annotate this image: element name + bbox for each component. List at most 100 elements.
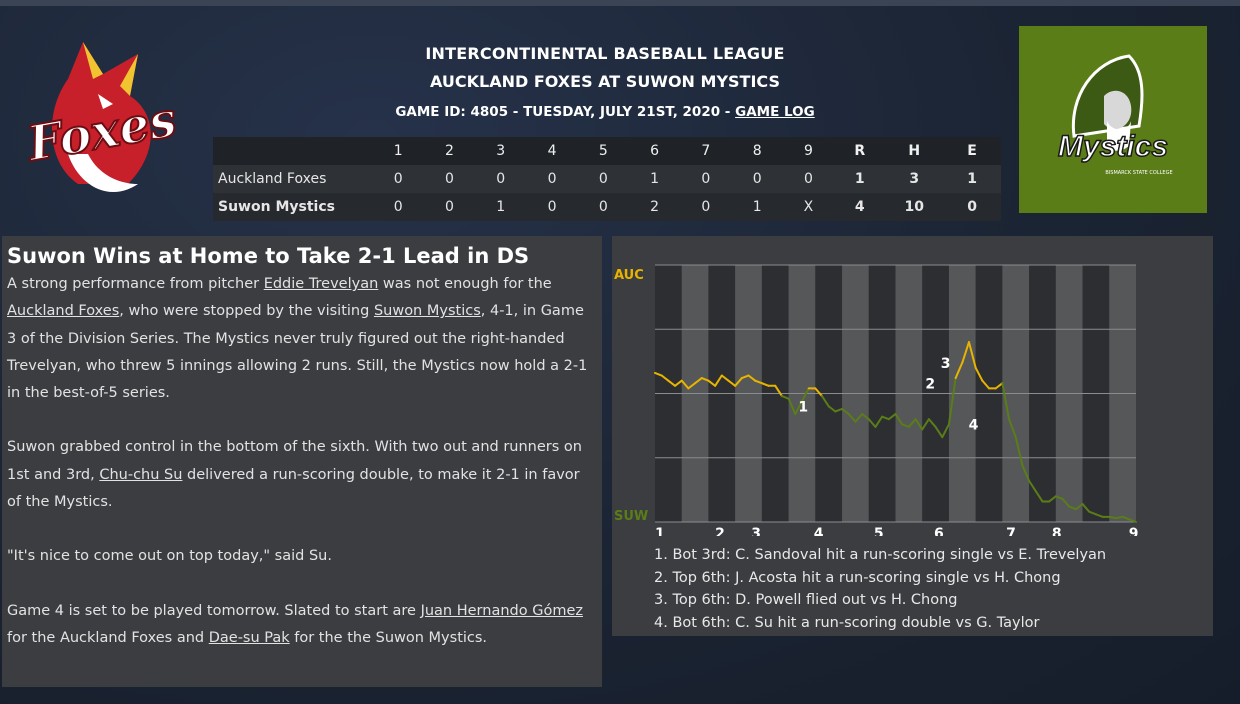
article-paragraph: A strong performance from pitcher Eddie … [7,271,597,407]
away-team-name[interactable]: Auckland Foxes [218,171,327,187]
list-item: 4. Bot 6th: C. Su hit a run-scoring doub… [654,615,1040,632]
win-probability-segment [680,379,690,390]
inning-score: 2 [650,199,660,215]
win-probability-segment [874,415,884,428]
win-probability-segment [1121,515,1131,521]
game-info-text: GAME ID: 4805 - TUESDAY, JULY 21ST, 2020… [395,104,736,120]
win-probability-segment [814,387,824,398]
win-probability-segment [907,418,917,428]
win-probability-segment [740,374,750,380]
win-probability-segment [914,418,924,431]
linescore-table: 1 2 3 4 5 6 7 8 9 R H E Auckland Foxes 0… [213,137,1001,221]
runs-total: 4 [854,199,865,215]
wizard-head-icon [1071,54,1144,151]
win-probability-segment [841,407,850,416]
win-probability-segment [961,341,970,364]
inning-header: 7 [680,137,732,165]
inning-score: 0 [701,199,711,215]
suwon-mystics-logo[interactable]: Mystics BISMARCK STATE COLLEGE [1019,26,1207,213]
win-probability-segment [674,379,683,387]
win-probability-segment [694,377,703,385]
inning-header: 3 [475,137,527,165]
runs-total: 1 [854,171,865,187]
win-probability-segment [707,379,717,387]
win-probability-segment [800,387,810,403]
player-link[interactable]: Juan Hernando Gómez [420,602,583,619]
win-probability-segment [1061,497,1071,508]
win-probability-segment [747,374,757,382]
errors-header: E [943,137,1001,165]
inning-header: 6 [628,137,681,165]
x-tick-label: 2 [715,526,725,536]
mystics-logo-text: Mystics [1057,129,1169,164]
event-marker-label: 3 [941,356,951,372]
player-link[interactable]: Dae-su Pak [208,629,290,646]
win-probability-segment [1028,479,1037,493]
player-link[interactable]: Eddie Trevelyan [263,276,379,292]
home-team-name[interactable]: Suwon Mystics [218,199,335,215]
win-probability-segment [1088,510,1097,516]
home-axis-label: SUW [614,509,648,524]
article-paragraph: Suwon grabbed control in the bottom of t… [7,434,597,516]
text-span: for the Auckland Foxes and [7,629,209,646]
linescore-team-header [213,137,373,165]
inning-score: 0 [445,199,454,215]
win-probability-segment [921,418,930,431]
team-link[interactable]: Auckland Foxes [7,303,120,320]
win-probability-segment [1048,495,1057,503]
win-probability-segment [1001,382,1011,421]
win-probability-segment [974,366,984,382]
team-link[interactable]: Suwon Mystics [373,303,481,320]
win-probability-segment [901,423,910,428]
mystics-logo-subtext: BISMARCK STATE COLLEGE [1105,170,1173,176]
inning-header: 1 [372,137,424,165]
league-name: INTERCONTINENTAL BASEBALL LEAGUE [425,44,785,63]
x-tick-label: 1 [655,526,665,536]
text-span: delivered a run-scoring double, to make … [7,466,580,511]
win-probability-segment [700,377,710,382]
errors-total: 1 [967,171,977,187]
inning-header: 2 [423,137,476,165]
win-probability-segment [727,379,737,387]
list-item: 2. Top 6th: J. Acosta hit a run-scoring … [654,569,1061,586]
auckland-foxes-logo[interactable]: Foxes [8,34,196,210]
table-row: Auckland Foxes 0 0 0 0 0 1 0 0 0 1 3 1 [213,165,1001,193]
runs-header: R [834,137,886,165]
win-probability-segment [1054,495,1064,500]
key-events-list: 1. Bot 3rd: C. Sandoval hit a run-scorin… [654,544,1106,635]
player-link[interactable]: Chu-chu Su [99,466,183,483]
win-probability-segment [994,382,1004,390]
win-probability-segment [881,415,890,421]
inning-header: 8 [731,137,783,165]
table-row: Suwon Mystics 0 0 1 0 0 2 0 1 X 4 10 0 [213,193,1001,221]
win-probability-segment [687,382,697,390]
article-paragraph: "It's nice to come out on top today," sa… [7,548,332,565]
hits-total: 3 [909,171,920,187]
inning-score: 1 [752,199,762,215]
hits-total: 10 [904,199,924,215]
list-item: 3. Top 6th: D. Powell flied out vs H. Ch… [654,592,958,609]
inning-header: 4 [526,137,578,165]
game-recap-article: Suwon Wins at Home to Take 2-1 Lead in D… [2,236,602,687]
win-probability-segment [954,361,964,380]
text-span: A strong performance from pitcher [7,276,264,292]
game-log-link[interactable]: GAME LOG [735,104,815,120]
inning-score: 0 [547,171,557,187]
fox-head-icon [51,42,151,193]
win-probability-segment [967,341,977,369]
matchup-title: AUCKLAND FOXES AT SUWON MYSTICS [430,72,780,91]
win-probability-segment [827,405,837,413]
inning-header: 9 [782,137,835,165]
win-probability-segment [1034,490,1044,503]
win-probability-segment [927,418,937,428]
text-span: Game 4 is set to be played tomorrow. Sla… [7,602,421,619]
win-probability-segment [760,382,770,387]
x-tick-label: 3 [751,526,761,536]
inning-score: 0 [393,171,403,187]
win-probability-segment [894,413,904,426]
inning-score: 1 [496,199,506,215]
win-probability-segment [720,374,730,382]
linescore-header: 1 2 3 4 5 6 7 8 9 R H E [213,137,1001,165]
win-probability-segment [941,423,950,439]
x-tick-label: 4 [814,526,824,536]
